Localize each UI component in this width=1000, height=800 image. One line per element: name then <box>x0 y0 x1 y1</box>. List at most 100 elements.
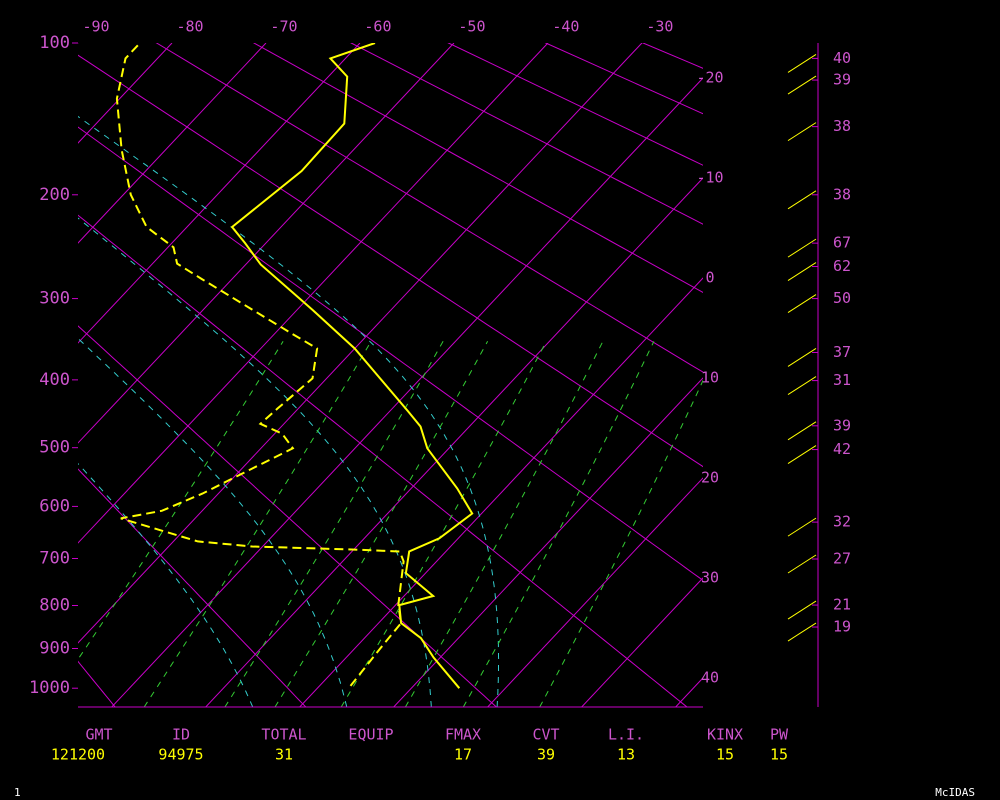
isotherm-label: 20 <box>701 468 719 486</box>
wind-barb <box>787 75 817 95</box>
mixing-ratio-line <box>274 341 489 707</box>
dry-adiabat <box>78 54 703 468</box>
isotherm <box>770 43 1000 707</box>
wind-speed-label: 38 <box>833 185 851 203</box>
dry-adiabat <box>78 468 307 707</box>
wind-barb <box>787 376 817 396</box>
dry-adiabat <box>641 43 703 69</box>
y-tick-label: 300 <box>39 289 70 309</box>
wind-barb <box>787 600 817 620</box>
stat-header: KINX <box>707 726 743 744</box>
isotherm <box>78 43 643 644</box>
wind-barb <box>787 517 817 537</box>
mixing-ratio-line <box>143 341 372 707</box>
brand: McIDAS <box>935 786 975 799</box>
isotherm <box>78 43 267 244</box>
isotherm-label: -20 <box>696 68 723 86</box>
profiles <box>115 43 474 689</box>
wind-barb <box>787 348 817 367</box>
wind-barb <box>787 238 817 258</box>
isotherm-label: -10 <box>696 168 723 186</box>
wind-speed-label: 38 <box>833 117 851 135</box>
stat-value: 15 <box>716 746 734 764</box>
x-tick-label: -70 <box>270 18 297 36</box>
y-tick-label: 800 <box>39 596 70 616</box>
x-tick-label: -30 <box>646 18 673 36</box>
y-tick-label: 900 <box>39 639 70 659</box>
x-tick-label: -90 <box>82 18 109 36</box>
stat-header: TOTAL <box>261 726 306 744</box>
wind-barb <box>787 190 817 210</box>
wind-speed-label: 21 <box>833 596 851 614</box>
moist-adiabat <box>78 217 432 707</box>
reference-lines <box>78 43 1000 707</box>
dry-adiabat <box>78 126 703 582</box>
wind-speed-label: 50 <box>833 289 851 307</box>
stat-header: L.I. <box>608 726 644 744</box>
stat-header: CVT <box>532 726 559 744</box>
wind-barb <box>787 294 817 313</box>
isotherm-label: 30 <box>701 568 719 586</box>
stat-value: 17 <box>454 746 472 764</box>
isotherm <box>78 43 549 544</box>
mixing-ratio-line <box>340 341 547 707</box>
wind-speed-label: 67 <box>833 234 851 252</box>
stat-header: PW <box>770 726 789 744</box>
stat-value: 121200 <box>51 746 105 764</box>
wind-speed-label: 39 <box>833 416 851 434</box>
dry-adiabat <box>252 43 703 293</box>
y-tick-label: 700 <box>39 548 70 568</box>
isotherm <box>581 577 703 707</box>
y-tick-label: 1000 <box>29 678 70 698</box>
y-tick-label: 400 <box>39 370 70 390</box>
isotherm <box>78 43 455 444</box>
temperature-line <box>230 43 474 689</box>
dry-adiabat <box>544 43 703 115</box>
x-tick-label: -60 <box>364 18 391 36</box>
dry-adiabat <box>350 43 703 225</box>
dry-adiabat <box>78 214 688 707</box>
mixing-ratio-line <box>404 341 604 707</box>
page-number: 1 <box>14 786 21 799</box>
isotherm <box>78 43 173 144</box>
dewpoint-line <box>115 43 405 687</box>
stat-header: ID <box>172 726 190 744</box>
stat-header: FMAX <box>445 726 481 744</box>
wind-barb <box>787 554 817 574</box>
wind-speed-label: 62 <box>833 257 851 275</box>
wind-speed-label: 40 <box>833 49 851 67</box>
wind-barb <box>787 622 817 642</box>
wind-barb <box>787 445 817 464</box>
wind-speed-label: 19 <box>833 618 851 636</box>
x-tick-label: -40 <box>552 18 579 36</box>
stat-value: 94975 <box>158 746 203 764</box>
mixing-ratio-line <box>462 341 655 707</box>
dry-adiabat <box>78 325 498 707</box>
stat-value: 39 <box>537 746 555 764</box>
wind-barb <box>787 53 817 73</box>
isotherm-label: 40 <box>701 668 719 686</box>
wind-barb <box>787 262 817 281</box>
y-tick-label: 100 <box>39 33 70 53</box>
isotherm <box>299 277 703 707</box>
isotherm <box>78 43 361 344</box>
mixing-ratio-line <box>224 341 444 707</box>
wind-speed-label: 42 <box>833 440 851 458</box>
wind-speed-label: 39 <box>833 71 851 89</box>
wind-speed-label: 32 <box>833 513 851 531</box>
isotherm <box>205 177 703 707</box>
moist-adiabat <box>78 115 500 707</box>
wind-barb <box>787 421 817 441</box>
moist-adiabat <box>78 463 254 707</box>
stat-value: 15 <box>770 746 788 764</box>
x-tick-label: -80 <box>176 18 203 36</box>
isotherm <box>864 43 1000 707</box>
y-tick-label: 600 <box>39 496 70 516</box>
isotherm <box>487 477 703 707</box>
y-tick-label: 500 <box>39 438 70 458</box>
wind-speed-label: 31 <box>833 371 851 389</box>
stat-value: 13 <box>617 746 635 764</box>
dry-adiabat <box>447 43 703 166</box>
